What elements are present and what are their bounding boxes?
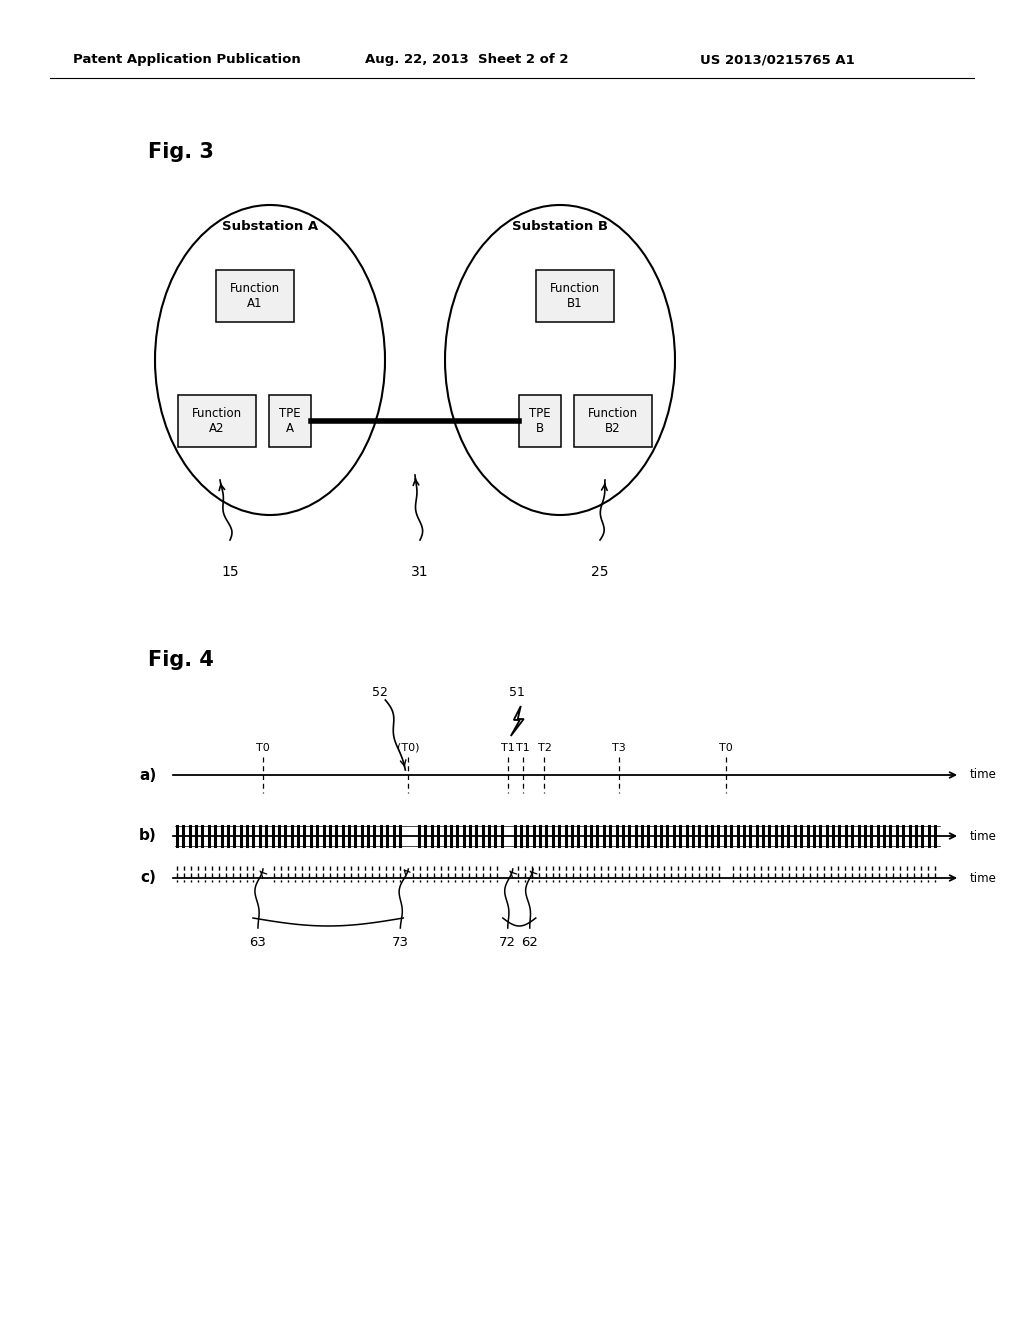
Text: T1: T1 [516,743,530,752]
Text: time: time [970,871,997,884]
Text: 52: 52 [373,686,388,700]
Text: T3: T3 [611,743,626,752]
Text: Substation B: Substation B [512,220,608,234]
Text: (T0): (T0) [397,743,420,752]
Text: T0: T0 [256,743,270,752]
Text: 51: 51 [509,686,524,700]
Text: 62: 62 [521,936,539,949]
Text: TPE
B: TPE B [529,407,551,436]
FancyBboxPatch shape [519,395,561,447]
FancyBboxPatch shape [574,395,652,447]
Text: 63: 63 [250,936,266,949]
FancyBboxPatch shape [178,395,256,447]
Text: T0: T0 [719,743,733,752]
Text: T2: T2 [538,743,552,752]
Text: Fig. 4: Fig. 4 [148,649,214,671]
Text: 31: 31 [412,565,429,579]
Text: Patent Application Publication: Patent Application Publication [73,54,301,66]
Text: Function
A1: Function A1 [230,282,280,310]
Text: Substation A: Substation A [222,220,318,234]
Text: 73: 73 [392,936,409,949]
FancyBboxPatch shape [269,395,311,447]
Text: c): c) [140,870,156,886]
Text: Fig. 3: Fig. 3 [148,143,214,162]
FancyBboxPatch shape [536,271,614,322]
Text: 72: 72 [500,936,516,949]
Text: b): b) [139,829,157,843]
Text: 15: 15 [221,565,239,579]
Text: 25: 25 [591,565,608,579]
Text: T1: T1 [501,743,515,752]
Text: time: time [970,829,997,842]
Text: TPE
A: TPE A [280,407,301,436]
Text: Aug. 22, 2013  Sheet 2 of 2: Aug. 22, 2013 Sheet 2 of 2 [365,54,568,66]
FancyBboxPatch shape [216,271,294,322]
Text: Function
B2: Function B2 [588,407,638,436]
Text: Function
B1: Function B1 [550,282,600,310]
Text: time: time [970,768,997,781]
Text: Function
A2: Function A2 [191,407,242,436]
Text: US 2013/0215765 A1: US 2013/0215765 A1 [700,54,855,66]
Text: a): a) [139,767,157,783]
